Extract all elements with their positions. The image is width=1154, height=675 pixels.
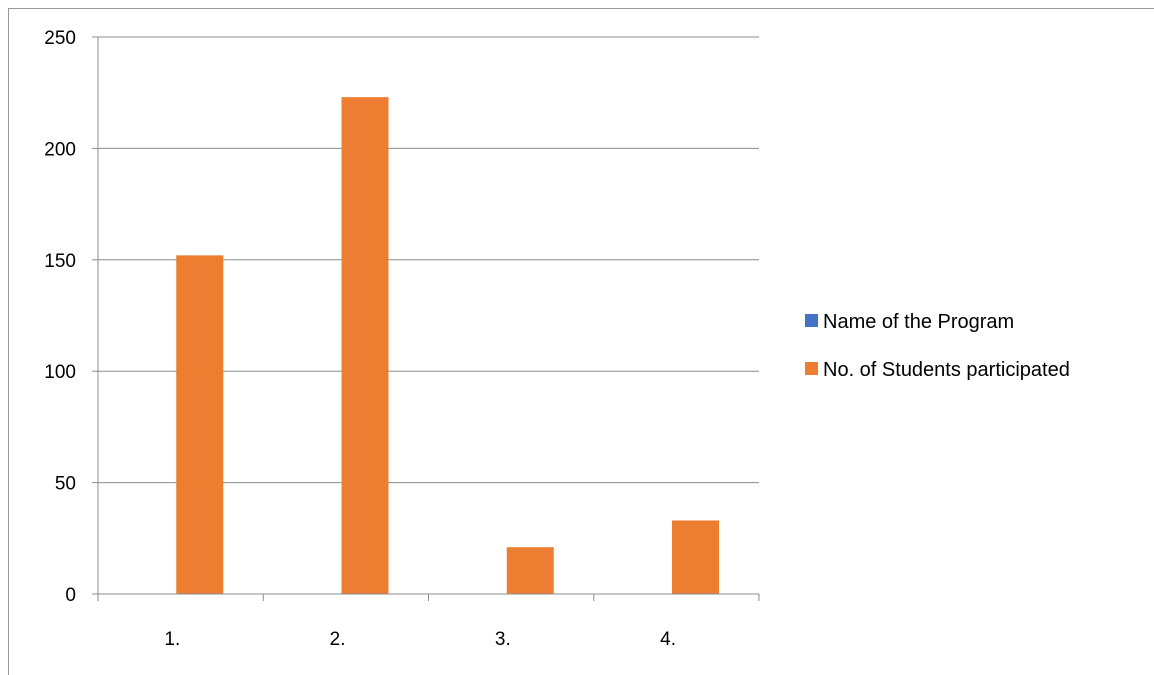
gridlines — [92, 36, 759, 595]
y-axis-tick-labels: 0 50 100 150 200 250 — [44, 28, 76, 606]
bar — [176, 255, 224, 594]
legend-label: No. of Students participated — [823, 359, 1070, 381]
legend-swatch — [805, 314, 818, 327]
y-tick-label: 0 — [65, 585, 76, 606]
legend: Name of the Program No. of Students parti… — [805, 311, 1070, 381]
x-tick-label: 2. — [330, 629, 346, 650]
bar — [341, 97, 389, 594]
legend-swatch — [805, 362, 818, 375]
bar — [506, 547, 554, 594]
chart-frame — [8, 8, 1154, 675]
axes — [97, 37, 760, 601]
y-tick-label: 150 — [44, 251, 76, 272]
y-tick-label: 250 — [44, 28, 76, 49]
x-tick-label: 4. — [660, 629, 676, 650]
x-tick-label: 3. — [495, 629, 511, 650]
legend-label: Name of the Program — [823, 311, 1014, 333]
x-tick-label: 1. — [164, 629, 180, 650]
y-tick-label: 200 — [44, 139, 76, 160]
y-tick-label: 100 — [44, 362, 76, 383]
y-tick-label: 50 — [55, 474, 76, 495]
bars — [176, 97, 720, 594]
x-axis-tick-labels: 1. 2. 3. 4. — [164, 629, 676, 650]
bar — [672, 520, 720, 594]
